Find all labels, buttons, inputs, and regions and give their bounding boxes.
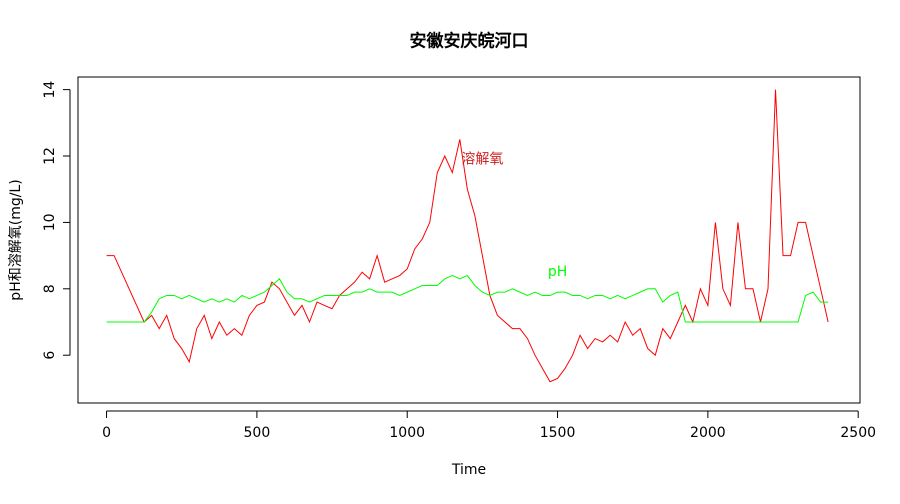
y-tick-label: 8 [42, 284, 58, 293]
x-tick-label: 0 [102, 425, 111, 441]
x-tick-label: 500 [244, 425, 271, 441]
y-tick-label: 12 [42, 147, 58, 165]
x-tick-label: 1000 [389, 425, 425, 441]
y-tick-label: 14 [42, 81, 58, 99]
annotation: 溶解氧 [461, 151, 503, 167]
y-axis-label: pH和溶解氧(mg/L) [8, 179, 24, 300]
x-tick-label: 2000 [690, 425, 726, 441]
x-tick-label: 1500 [540, 425, 576, 441]
data-line [106, 89, 829, 383]
data-line [106, 274, 829, 323]
plot-box [77, 76, 861, 404]
chart-title: 安徽安庆皖河口 [410, 31, 529, 52]
y-tick-label: 10 [42, 213, 58, 231]
y-tick-label: 6 [42, 351, 58, 360]
x-axis-label: Time [451, 462, 486, 478]
x-tick-label: 2500 [840, 425, 876, 441]
annotation: pH [548, 264, 567, 280]
